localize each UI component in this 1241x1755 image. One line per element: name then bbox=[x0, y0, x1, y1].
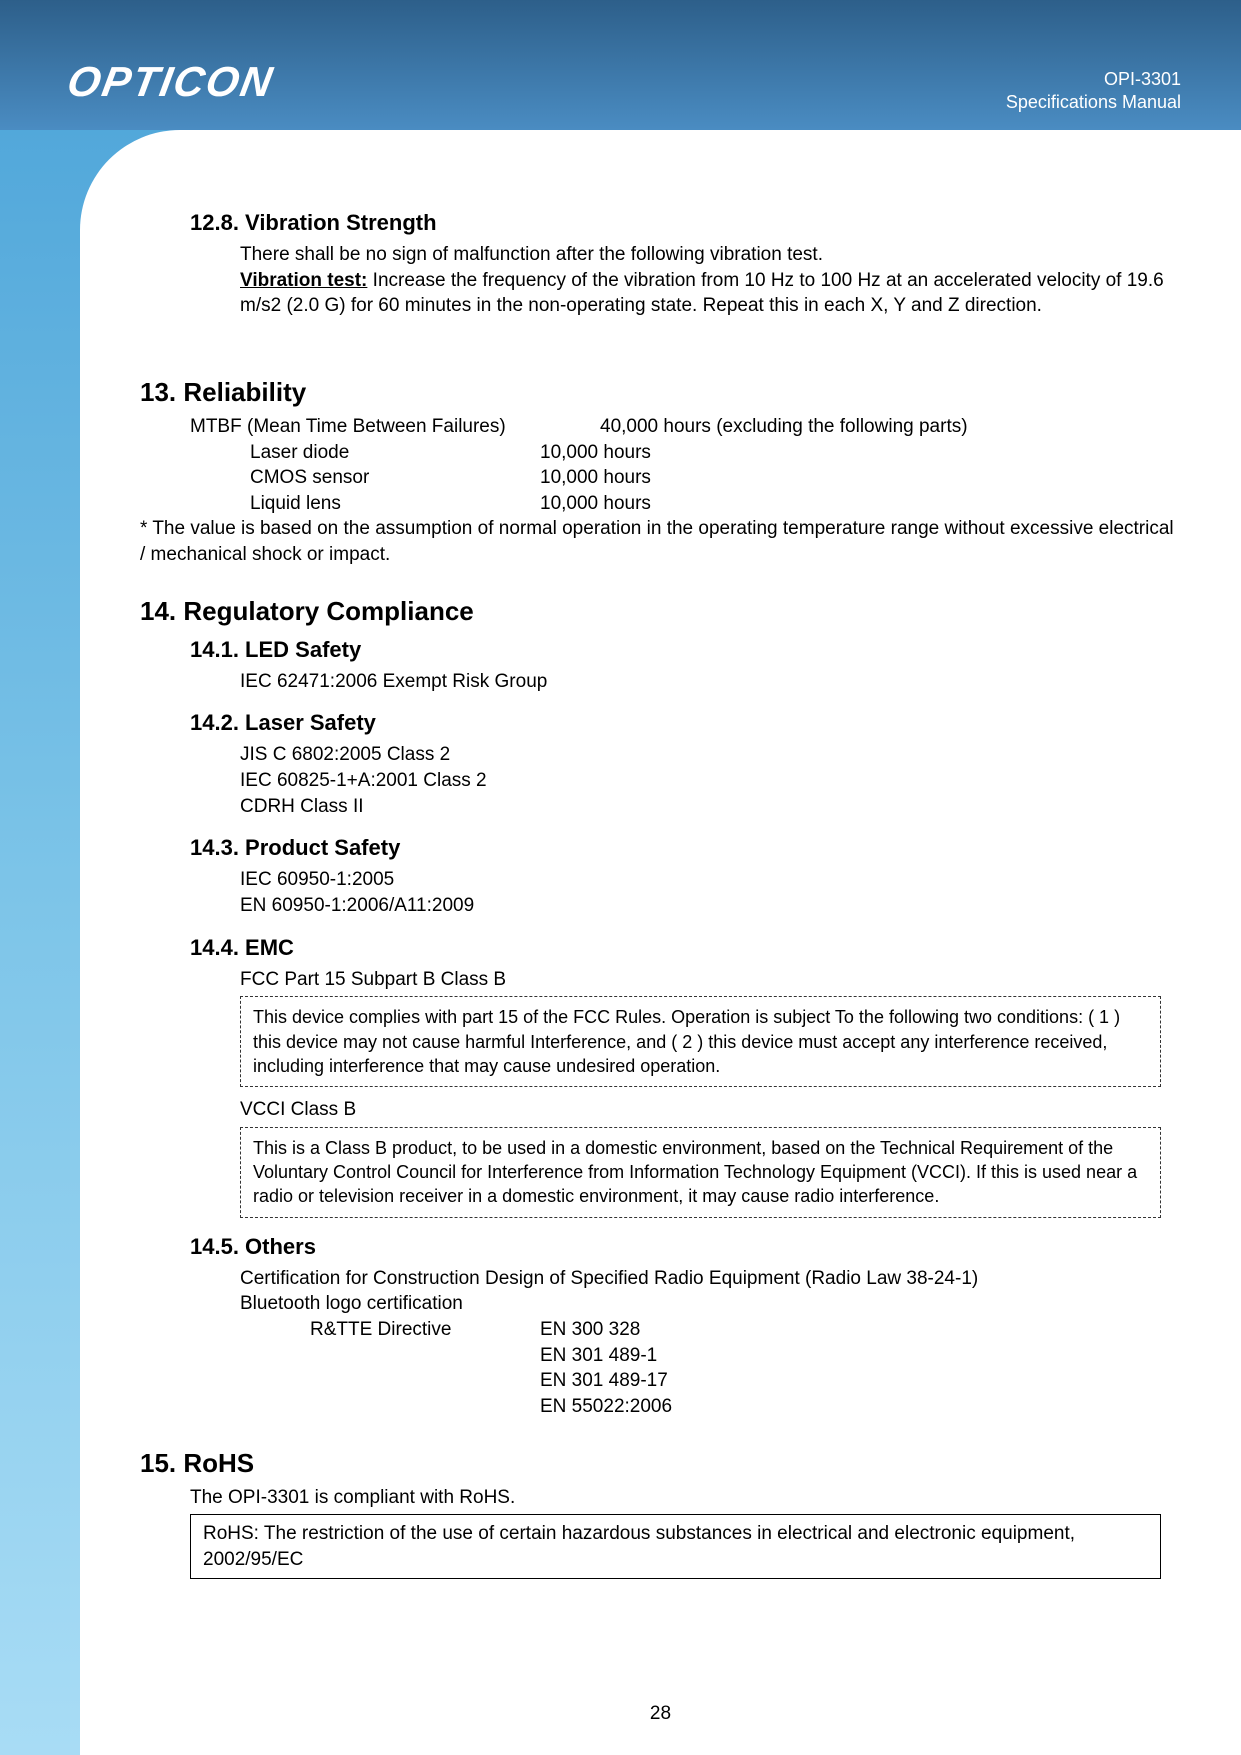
note-13: * The value is based on the assumption o… bbox=[140, 516, 1181, 567]
mtbf-value: 40,000 hours (excluding the following pa… bbox=[600, 414, 968, 440]
fcc-notice-box: This device complies with part 15 of the… bbox=[240, 996, 1161, 1087]
section-15: 15. RoHS The OPI-3301 is compliant with … bbox=[140, 1448, 1181, 1580]
fcc-label: FCC Part 15 Subpart B Class B bbox=[140, 967, 1181, 993]
heading-14-1: 14.1. LED Safety bbox=[140, 637, 1181, 663]
heading-14-5: 14.5. Others bbox=[140, 1234, 1181, 1260]
table-row: EN 301 489-17 bbox=[310, 1368, 1181, 1394]
table-row: CMOS sensor 10,000 hours bbox=[190, 465, 1181, 491]
cell-label: CMOS sensor bbox=[190, 465, 540, 491]
table-row: EN 55022:2006 bbox=[310, 1394, 1181, 1420]
text-line: Bluetooth logo certification bbox=[240, 1291, 1181, 1317]
text-line: IEC 60825-1+A:2001 Class 2 bbox=[240, 768, 1181, 794]
section-14-2: 14.2. Laser Safety JIS C 6802:2005 Class… bbox=[140, 710, 1181, 819]
spacer bbox=[310, 1343, 540, 1369]
table-row: Laser diode 10,000 hours bbox=[190, 440, 1181, 466]
cell-value: 10,000 hours bbox=[540, 465, 651, 491]
body-15: The OPI-3301 is compliant with RoHS. bbox=[140, 1485, 1181, 1511]
section-14-4: 14.4. EMC FCC Part 15 Subpart B Class B … bbox=[140, 935, 1181, 1218]
body-12-8: There shall be no sign of malfunction af… bbox=[140, 242, 1181, 319]
section-13: 13. Reliability MTBF (Mean Time Between … bbox=[140, 377, 1181, 568]
heading-14-2: 14.2. Laser Safety bbox=[140, 710, 1181, 736]
doc-title: OPI-3301 Specifications Manual bbox=[1006, 68, 1181, 115]
directive-table: R&TTE Directive EN 300 328 EN 301 489-1 … bbox=[140, 1317, 1181, 1420]
logo: OPTICON bbox=[64, 58, 278, 106]
text-line: EN 60950-1:2006/A11:2009 bbox=[240, 893, 1181, 919]
mtbf-label: MTBF (Mean Time Between Failures) bbox=[190, 414, 600, 440]
section-14-5: 14.5. Others Certification for Construct… bbox=[140, 1234, 1181, 1420]
text-line: CDRH Class II bbox=[240, 794, 1181, 820]
body-14-2: JIS C 6802:2005 Class 2 IEC 60825-1+A:20… bbox=[140, 742, 1181, 819]
doc-title-line1: OPI-3301 bbox=[1006, 68, 1181, 91]
content-panel: 12.8. Vibration Strength There shall be … bbox=[80, 130, 1241, 1755]
directive-label: R&TTE Directive bbox=[310, 1317, 540, 1343]
header-bar: OPTICON OPI-3301 Specifications Manual bbox=[0, 0, 1241, 130]
heading-15: 15. RoHS bbox=[140, 1448, 1181, 1479]
spacer bbox=[310, 1368, 540, 1394]
text-line: There shall be no sign of malfunction af… bbox=[240, 242, 1181, 268]
table-row: Liquid lens 10,000 hours bbox=[190, 491, 1181, 517]
spacer bbox=[310, 1394, 540, 1420]
table-row: R&TTE Directive EN 300 328 bbox=[310, 1317, 1181, 1343]
standard: EN 301 489-17 bbox=[540, 1368, 668, 1394]
body-14-3: IEC 60950-1:2005 EN 60950-1:2006/A11:200… bbox=[140, 867, 1181, 918]
doc-title-line2: Specifications Manual bbox=[1006, 91, 1181, 114]
cell-label: Liquid lens bbox=[190, 491, 540, 517]
standard: EN 55022:2006 bbox=[540, 1394, 672, 1420]
section-14: 14. Regulatory Compliance bbox=[140, 596, 1181, 627]
table-row: MTBF (Mean Time Between Failures) 40,000… bbox=[190, 414, 1181, 440]
rohs-box: RoHS: The restriction of the use of cert… bbox=[190, 1514, 1161, 1579]
vcci-label: VCCI Class B bbox=[140, 1097, 1181, 1123]
body-14-1: IEC 62471:2006 Exempt Risk Group bbox=[140, 669, 1181, 695]
text-line: Certification for Construction Design of… bbox=[240, 1266, 1181, 1292]
section-14-1: 14.1. LED Safety IEC 62471:2006 Exempt R… bbox=[140, 637, 1181, 695]
heading-13: 13. Reliability bbox=[140, 377, 1181, 408]
cell-value: 10,000 hours bbox=[540, 440, 651, 466]
heading-14-3: 14.3. Product Safety bbox=[140, 835, 1181, 861]
table-row: EN 301 489-1 bbox=[310, 1343, 1181, 1369]
vcci-notice-box: This is a Class B product, to be used in… bbox=[240, 1127, 1161, 1218]
text-line: IEC 60950-1:2005 bbox=[240, 867, 1181, 893]
cell-value: 10,000 hours bbox=[540, 491, 651, 517]
standard: EN 301 489-1 bbox=[540, 1343, 657, 1369]
vibration-test-label: Vibration test: bbox=[240, 270, 367, 291]
heading-14: 14. Regulatory Compliance bbox=[140, 596, 1181, 627]
cell-label: Laser diode bbox=[190, 440, 540, 466]
body-14-5: Certification for Construction Design of… bbox=[140, 1266, 1181, 1317]
section-12-8: 12.8. Vibration Strength There shall be … bbox=[140, 210, 1181, 319]
reliability-table: MTBF (Mean Time Between Failures) 40,000… bbox=[140, 414, 1181, 517]
section-14-3: 14.3. Product Safety IEC 60950-1:2005 EN… bbox=[140, 835, 1181, 918]
standard: EN 300 328 bbox=[540, 1317, 640, 1343]
text-line: JIS C 6802:2005 Class 2 bbox=[240, 742, 1181, 768]
page-number: 28 bbox=[80, 1703, 1241, 1725]
heading-14-4: 14.4. EMC bbox=[140, 935, 1181, 961]
vibration-test-text: Increase the frequency of the vibration … bbox=[240, 270, 1164, 317]
text-line: Vibration test: Increase the frequency o… bbox=[240, 268, 1181, 319]
heading-12-8: 12.8. Vibration Strength bbox=[140, 210, 1181, 236]
